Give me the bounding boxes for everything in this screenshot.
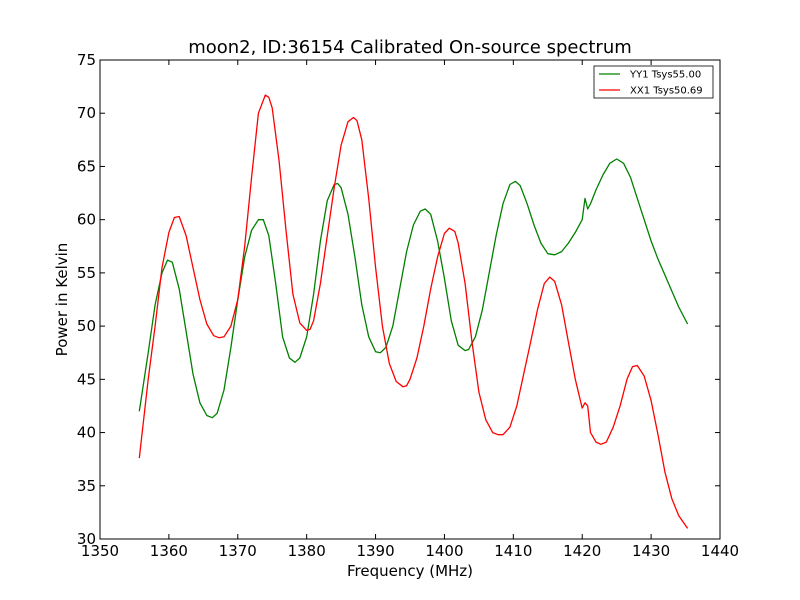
- plot-area: [100, 60, 720, 539]
- series-layer: [138, 94, 689, 529]
- plot-frame: [99, 59, 721, 540]
- y-tick-label: 45: [77, 370, 96, 388]
- y-tick-label: 60: [77, 211, 96, 229]
- y-tick-label: 70: [77, 104, 96, 122]
- y-tick-label: 40: [77, 424, 96, 442]
- y-axis-label: Power in Kelvin: [53, 243, 71, 357]
- y-tick-label: 55: [77, 264, 96, 282]
- x-tick-label: 1390: [356, 542, 394, 560]
- x-tick-label: 1400: [425, 542, 463, 560]
- y-tick-label: 75: [77, 51, 96, 69]
- x-tick-label: 1420: [563, 542, 601, 560]
- x-axis-label: Frequency (MHz): [347, 562, 473, 580]
- legend-label: YY1 Tsys55.00: [629, 70, 701, 81]
- y-tick-label: 35: [77, 477, 96, 495]
- ticks-layer: 1350 1360 1370 1380 1390 1400 1410 1420 1430 1440…: [77, 51, 739, 560]
- x-tick-label: 1380: [288, 542, 326, 560]
- legend-box: [593, 65, 714, 99]
- legend-label: XX1 Tsys50.69: [630, 86, 703, 97]
- x-tick-label: 1440: [701, 542, 739, 560]
- series-line-yy1: [138, 158, 689, 419]
- x-tick-label: 1360: [150, 542, 188, 560]
- x-tick-label: 1430: [632, 542, 670, 560]
- chart-title: moon2, ID:36154 Calibrated On-source spe…: [188, 37, 632, 58]
- y-tick-label: 30: [77, 530, 96, 548]
- x-tick-label: 1410: [494, 542, 532, 560]
- series-line-xx1: [138, 94, 689, 529]
- y-tick-label: 65: [77, 157, 96, 175]
- x-tick-label: 1370: [219, 542, 257, 560]
- legend: YY1 Tsys55.00 XX1 Tsys50.69: [593, 65, 714, 99]
- x-tick-label: 1350: [81, 542, 119, 560]
- y-tick-label: 50: [77, 317, 96, 335]
